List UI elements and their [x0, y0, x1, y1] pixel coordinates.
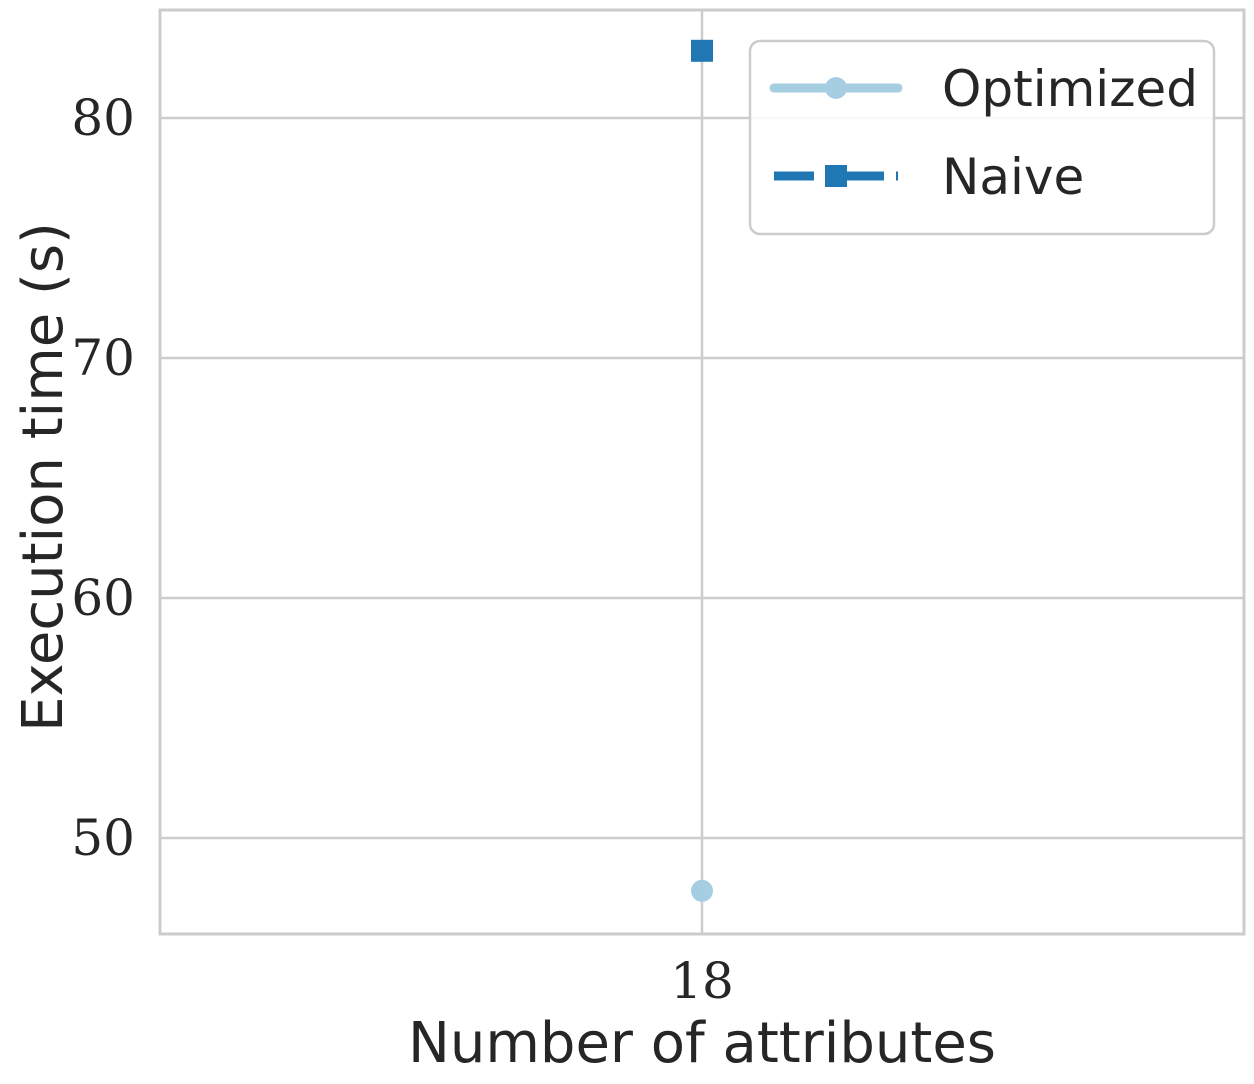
y-tick-label: 70 — [71, 329, 135, 387]
x-tick-labels: 18 — [670, 952, 734, 1010]
y-tick-labels: 50 60 70 80 — [71, 89, 135, 867]
y-tick-label: 50 — [71, 809, 135, 867]
series-optimized — [691, 879, 713, 902]
legend-entries: Optimized Naive — [769, 60, 1198, 206]
y-axis-label: Execution time (s) — [11, 222, 76, 732]
series-naive — [691, 39, 713, 62]
y-tick-label: 60 — [71, 569, 135, 627]
x-axis-label: Number of attributes — [408, 1011, 996, 1076]
legend-entry-naive: Naive — [774, 148, 1084, 206]
plot-frame — [158, 8, 1246, 936]
legend-marker-naive — [825, 165, 847, 187]
data-point-naive — [691, 39, 713, 62]
legend-label-optimized: Optimized — [942, 60, 1198, 118]
legend: Optimized Naive — [748, 39, 1216, 236]
x-tick-label: 18 — [670, 952, 734, 1010]
series — [691, 39, 713, 902]
y-tick-label: 80 — [71, 89, 135, 147]
legend-marker-optimized — [825, 77, 847, 99]
legend-entry-optimized: Optimized — [769, 60, 1198, 118]
legend-label-naive: Naive — [942, 148, 1084, 206]
data-point-optimized — [691, 879, 713, 902]
